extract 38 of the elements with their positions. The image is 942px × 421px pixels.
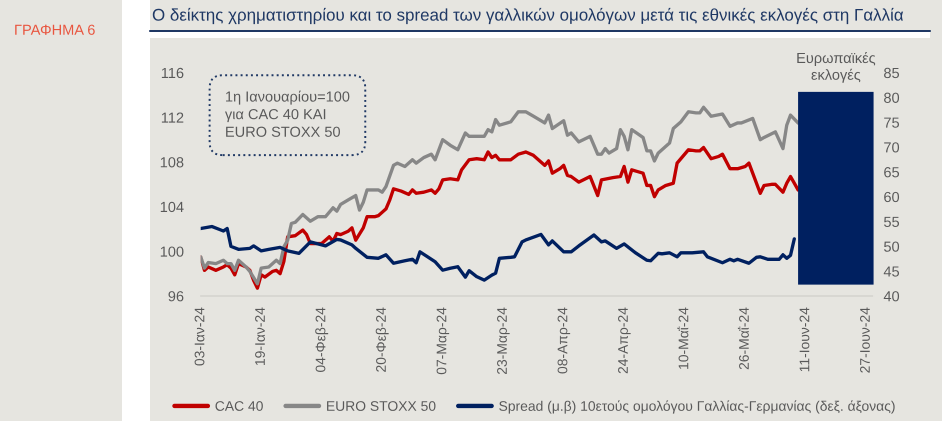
legend-label: EURO STOXX 50 bbox=[327, 401, 436, 411]
line-series bbox=[200, 106, 800, 286]
y-tick-label: 104 bbox=[160, 202, 184, 212]
y2-tick-label: 80 bbox=[884, 92, 900, 103]
annotation: 1η Ιανουαρίου=100 για CAC 40 ΚΑΙ EURO STOXX 50 bbox=[224, 90, 350, 137]
x-tick-label: 27-Ιουν-24 bbox=[860, 308, 870, 373]
x-tick-label: 24-Απρ-24 bbox=[618, 308, 631, 374]
x-tick-label: 19-Ιαν-24 bbox=[255, 308, 265, 366]
x-tick-label: 04-Φεβ-24 bbox=[315, 308, 328, 372]
x-tick-label: 08-Απρ-24 bbox=[558, 308, 570, 374]
y2-tick-label: 65 bbox=[884, 167, 900, 178]
x-tick-label: 07-Μαρ-24 bbox=[436, 308, 450, 374]
line-series bbox=[200, 224, 796, 282]
y2-tick-label: 45 bbox=[884, 266, 900, 277]
band-label: Ευρωπαϊκές εκλογές bbox=[797, 52, 876, 83]
x-tick-label: 20-Φεβ-24 bbox=[376, 308, 389, 372]
y2-tick-label: 70 bbox=[884, 142, 900, 153]
y-tick-label: 100 bbox=[160, 246, 184, 257]
x-tick-label: 23-Μαρ-24 bbox=[497, 308, 510, 374]
y2-tick-label: 60 bbox=[884, 192, 900, 202]
text: ΓΡΑΦΗΜΑ 6 bbox=[15, 24, 95, 35]
legend-label: Spread (μ.β) 10ετούς ομολόγου Γαλλίας-Γερμανίας (δεξ. άξονας) bbox=[499, 400, 895, 414]
y2-tick-label: 40 bbox=[884, 291, 900, 302]
line-series bbox=[200, 146, 800, 290]
x-tick-label: 10-Μαΐ-24 bbox=[677, 308, 688, 369]
y-tick-label: 112 bbox=[162, 112, 184, 123]
legend-label: CAC 40 bbox=[215, 401, 263, 411]
x-tick-label: 26-Μαΐ-24 bbox=[738, 308, 749, 370]
y2-tick-label: 85 bbox=[884, 68, 900, 78]
x-tick-label: 03-Ιαν-24 bbox=[194, 308, 204, 366]
y-tick-label: 116 bbox=[162, 68, 184, 78]
x-tick-label: 11-Ιουν-24 bbox=[800, 308, 810, 372]
y2-tick-label: 75 bbox=[884, 118, 900, 128]
y2-tick-label: 50 bbox=[884, 241, 900, 252]
chart-title: Ο δείκτης χρηματιστηρίου και το spread των γαλλικών ομολόγων μετά τις εθνικές εκλογές στη Γαλλία bbox=[152, 8, 904, 24]
y-tick-label: 96 bbox=[168, 291, 184, 302]
y-tick-label: 108 bbox=[160, 157, 184, 168]
y2-tick-label: 55 bbox=[884, 216, 900, 227]
